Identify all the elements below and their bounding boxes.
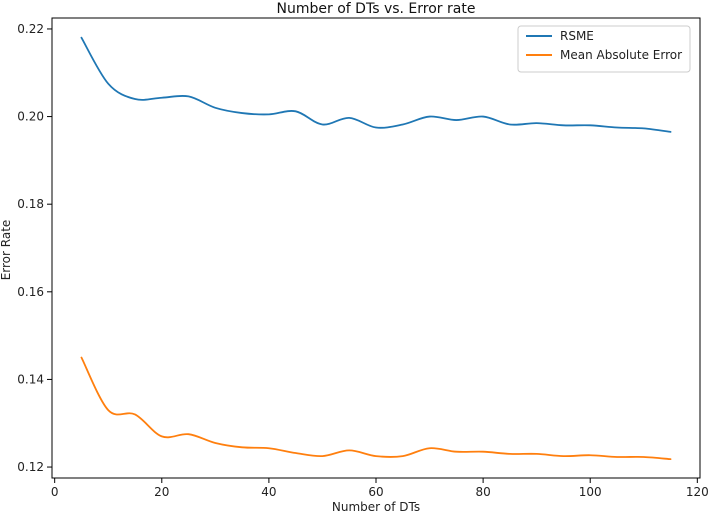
y-tick-label: 0.22 — [17, 22, 44, 36]
series-line-0 — [80, 36, 672, 133]
legend: RSME Mean Absolute Error — [517, 25, 691, 73]
y-tick-label: 0.12 — [17, 460, 44, 474]
x-tick-label: 100 — [579, 485, 602, 499]
x-tick-label: 60 — [368, 485, 383, 499]
x-tick-label: 120 — [686, 485, 709, 499]
y-axis: 0.12 0.14 0.16 0.18 0.20 0.22 — [17, 22, 52, 474]
x-tick-label: 80 — [475, 485, 490, 499]
chart-title: Number of DTs vs. Error rate — [277, 1, 476, 17]
legend-label: Mean Absolute Error — [560, 48, 682, 62]
y-tick-label: 0.20 — [17, 110, 44, 124]
x-tick-label: 0 — [51, 485, 59, 499]
y-axis-title: Error Rate — [0, 220, 13, 281]
x-tick-label: 20 — [154, 485, 169, 499]
x-axis: 0 20 40 60 80 100 120 — [51, 478, 709, 499]
series-line-1 — [80, 356, 672, 461]
series-layer — [80, 36, 672, 461]
y-tick-label: 0.18 — [17, 197, 44, 211]
y-tick-label: 0.16 — [17, 285, 44, 299]
y-tick-label: 0.14 — [17, 372, 44, 386]
legend-label: RSME — [560, 29, 594, 43]
x-tick-label: 40 — [261, 485, 276, 499]
x-axis-title: Number of DTs — [332, 500, 420, 514]
legend-box — [517, 25, 691, 73]
